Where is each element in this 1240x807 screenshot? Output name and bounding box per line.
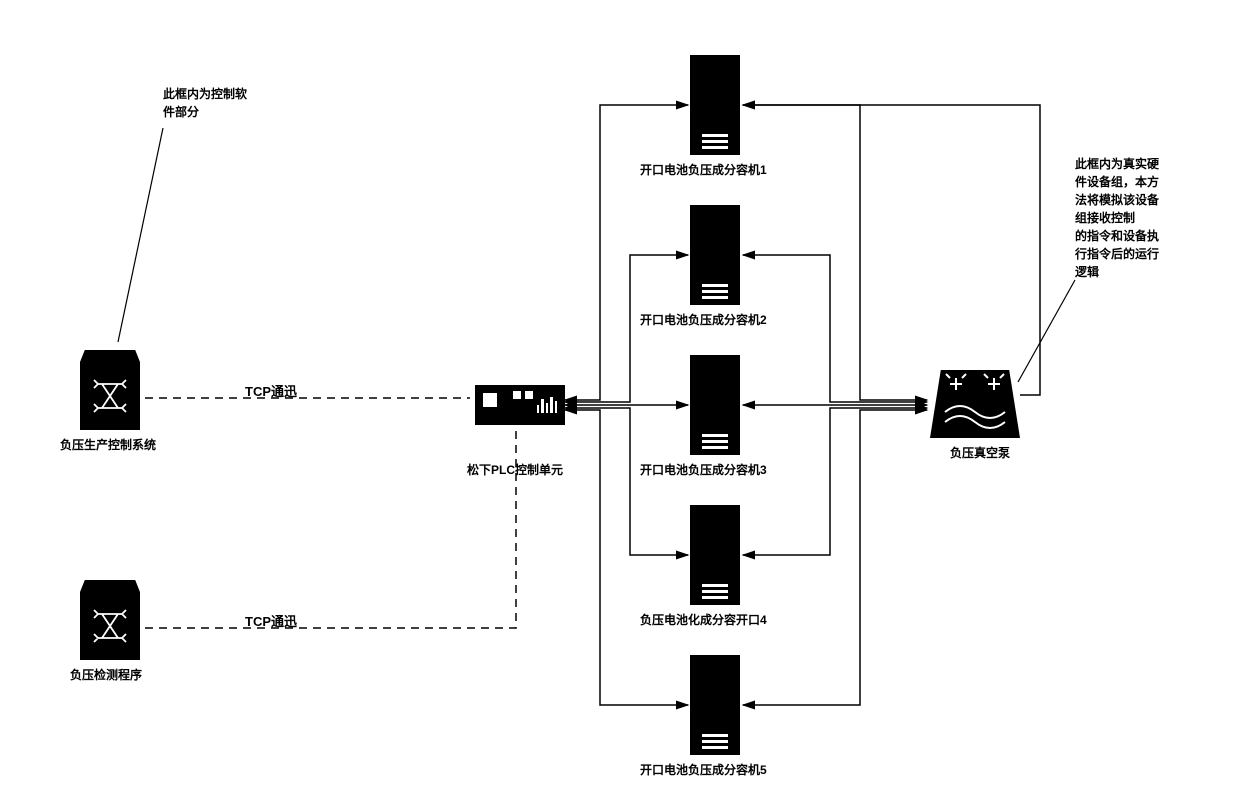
server-icon	[690, 655, 740, 755]
detection-program-label: 负压检测程序	[70, 666, 142, 683]
control-system-label: 负压生产控制系统	[60, 436, 156, 453]
pump-label: 负压真空泵	[940, 444, 1020, 461]
plc-node: 松下PLC控制单元	[475, 385, 565, 478]
note-right-line1: 此框内为真实硬	[1075, 157, 1159, 171]
control-system-node: 负压生产控制系统	[80, 350, 156, 453]
server-icon	[690, 355, 740, 455]
server-icon	[690, 205, 740, 305]
note-right-line4: 组接收控制	[1075, 211, 1135, 225]
pump-icon	[930, 370, 1020, 438]
server-icon	[690, 505, 740, 605]
server-4-label: 负压电池化成分容开口4	[640, 611, 767, 628]
connection-lines	[0, 0, 1240, 807]
tcp-label-2: TCP通迅	[245, 611, 297, 630]
detection-program-node: 负压检测程序	[80, 580, 142, 683]
pump-node: 负压真空泵	[930, 370, 1020, 461]
note-left-line2: 件部分	[163, 105, 199, 119]
note-right-line5: 的指令和设备执	[1075, 229, 1159, 243]
server-5-node: 开口电池负压成分容机5	[690, 655, 767, 778]
server-3-node: 开口电池负压成分容机3	[690, 355, 767, 478]
server-2-label: 开口电池负压成分容机2	[640, 311, 767, 328]
note-right-line7: 逻辑	[1075, 265, 1099, 279]
plc-icon	[475, 385, 565, 425]
server-icon	[690, 55, 740, 155]
note-left-line1: 此框内为控制软	[163, 87, 247, 101]
server-1-label: 开口电池负压成分容机1	[640, 161, 767, 178]
note-left: 此框内为控制软 件部分	[163, 85, 283, 121]
note-right-line6: 行指令后的运行	[1075, 247, 1159, 261]
server-1-node: 开口电池负压成分容机1	[690, 55, 767, 178]
plc-label: 松下PLC控制单元	[465, 461, 565, 478]
note-right-line3: 法将模拟该设备	[1075, 193, 1159, 207]
tcp-label-1: TCP通迅	[245, 381, 297, 400]
note-right-line2: 件设备组，本方	[1075, 175, 1159, 189]
server-3-label: 开口电池负压成分容机3	[640, 461, 767, 478]
note-right: 此框内为真实硬 件设备组，本方 法将模拟该设备 组接收控制 的指令和设备执 行指…	[1075, 155, 1195, 281]
server-2-node: 开口电池负压成分容机2	[690, 205, 767, 328]
server-5-label: 开口电池负压成分容机5	[640, 761, 767, 778]
server-4-node: 负压电池化成分容开口4	[690, 505, 767, 628]
